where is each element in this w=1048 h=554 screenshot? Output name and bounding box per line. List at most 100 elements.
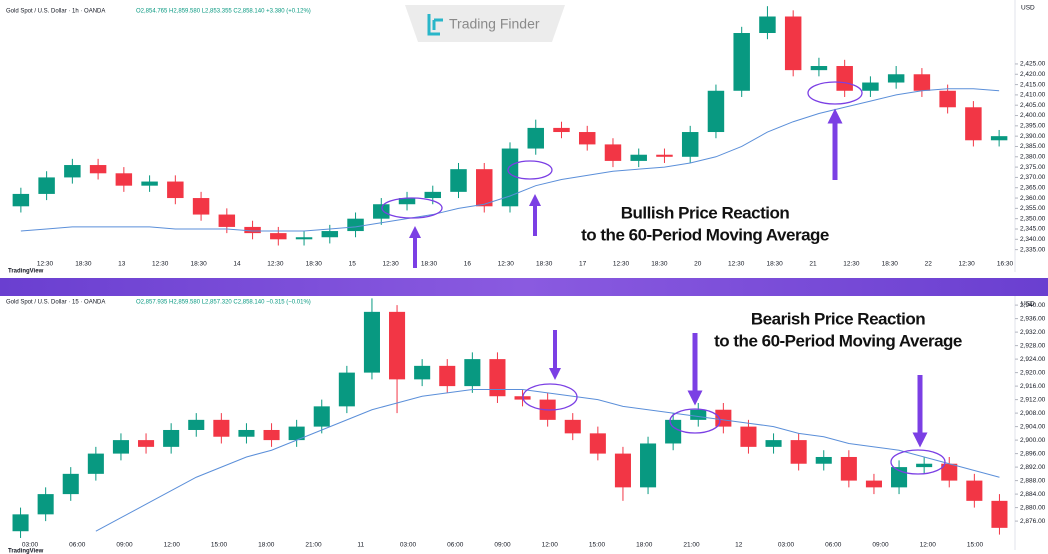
candle-body [288, 426, 305, 441]
x-tick-label: 18:30 [766, 261, 783, 268]
candle-body [12, 514, 29, 532]
candle-body [665, 419, 682, 444]
y-tick-label: 2,912.00 [1020, 396, 1046, 403]
y-tick-label: 2,888.00 [1020, 477, 1046, 484]
brand-label: TradingView [8, 549, 44, 554]
candle-body [564, 419, 581, 434]
chart-header: Gold Spot / U.S. Dollar · 15 · OANDA [6, 300, 105, 306]
candle-body [840, 456, 857, 481]
candle-body [64, 165, 81, 178]
x-tick-label: 21:00 [305, 542, 322, 549]
candle-body [389, 311, 406, 380]
x-tick-label: 16 [464, 261, 472, 268]
candle-body [740, 426, 757, 447]
candle-body [715, 409, 732, 427]
candle-body [363, 311, 380, 373]
candle-body [630, 154, 647, 161]
annotations [381, 81, 946, 475]
candle-body [37, 494, 54, 515]
y-tick-label: 2,880.00 [1020, 504, 1046, 511]
x-tick-label: 12:30 [382, 261, 399, 268]
x-tick-label: 12:00 [920, 542, 937, 549]
candle-body [188, 419, 205, 430]
x-tick-label: 18:30 [421, 261, 438, 268]
candle-body [476, 169, 493, 207]
x-tick-label: 12:30 [37, 261, 54, 268]
highlight-ellipse [507, 160, 553, 180]
candle-body [501, 148, 519, 207]
candle-body [38, 177, 55, 194]
candle-body [373, 204, 390, 219]
candle-body [836, 66, 853, 91]
watermark-plate [405, 5, 565, 42]
candle-body [916, 463, 933, 468]
candle-body [398, 198, 416, 205]
x-tick-label: 18:30 [651, 261, 668, 268]
candle-body [450, 169, 467, 192]
y-tick-label: 2,928.00 [1020, 342, 1046, 349]
y-tick-label: 2,370.00 [1020, 174, 1046, 181]
highlight-ellipse [669, 408, 721, 434]
y-tick-label: 2,904.00 [1020, 423, 1046, 430]
x-tick-label: 18:30 [536, 261, 553, 268]
x-tick-label: 18:30 [882, 261, 899, 268]
y-tick-label: 2,405.00 [1020, 102, 1046, 109]
brand-label: TradingView [8, 269, 44, 275]
x-tick-label: 12:30 [267, 261, 284, 268]
candle-body [464, 359, 481, 387]
x-tick-label: 15:00 [967, 542, 984, 549]
x-tick-label: 18:30 [190, 261, 207, 268]
candle-body [681, 132, 699, 157]
y-tick-label: 2,395.00 [1020, 123, 1046, 130]
x-tick-label: 13 [118, 261, 126, 268]
ohlc-readout: O2,857.935 H2,859.580 L2,857.320 C2,858.… [136, 300, 311, 306]
y-tick-label: 2,415.00 [1020, 81, 1046, 88]
annotation-line: to the 60-Period Moving Average [714, 331, 962, 350]
candle-body [338, 372, 355, 407]
candle-body [862, 82, 879, 91]
y-tick-label: 2,924.00 [1020, 356, 1046, 363]
candle-body [295, 237, 313, 240]
candle-body [759, 16, 776, 34]
candle-body [313, 406, 330, 427]
candle-body [865, 480, 882, 488]
x-tick-label: 21 [809, 261, 817, 268]
highlight-ellipse [522, 383, 578, 411]
candle-body [141, 181, 158, 186]
candle-body [163, 429, 180, 447]
y-tick-label: 2,425.00 [1020, 61, 1046, 68]
candle-body [87, 453, 104, 474]
separator-band [0, 278, 1048, 296]
candle-body [790, 440, 807, 464]
candle-body [765, 440, 782, 447]
x-tick-label: 18:30 [75, 261, 92, 268]
y-tick-label: 2,350.00 [1020, 215, 1046, 222]
highlight-ellipse [807, 81, 863, 105]
y-tick-label: 2,360.00 [1020, 195, 1046, 202]
x-tick-label: 17 [579, 261, 587, 268]
candle-body [913, 74, 931, 91]
x-tick-label: 12:30 [958, 261, 975, 268]
candle-body [439, 365, 456, 387]
candle-body [244, 226, 261, 234]
annotation-line: to the 60-Period Moving Average [581, 225, 829, 244]
x-tick-label: 20 [694, 261, 702, 268]
x-tick-label: 12:30 [728, 261, 745, 268]
candle-body [965, 107, 982, 141]
highlight-ellipse [381, 197, 443, 219]
y-tick-label: 2,940.00 [1020, 302, 1046, 309]
candle-body [815, 456, 832, 464]
candle-body [941, 463, 958, 481]
moving-average-line [95, 388, 1000, 532]
y-tick-label: 2,884.00 [1020, 491, 1046, 498]
y-tick-label: 2,365.00 [1020, 184, 1046, 191]
candle-body [414, 365, 431, 380]
y-tick-label: 2,355.00 [1020, 205, 1046, 212]
candle-body [656, 154, 673, 157]
candle-body [263, 429, 280, 441]
x-tick-label: 12 [735, 542, 743, 549]
y-tick-label: 2,345.00 [1020, 226, 1046, 233]
candle-body [991, 500, 1008, 528]
x-tick-label: 21:00 [683, 542, 700, 549]
